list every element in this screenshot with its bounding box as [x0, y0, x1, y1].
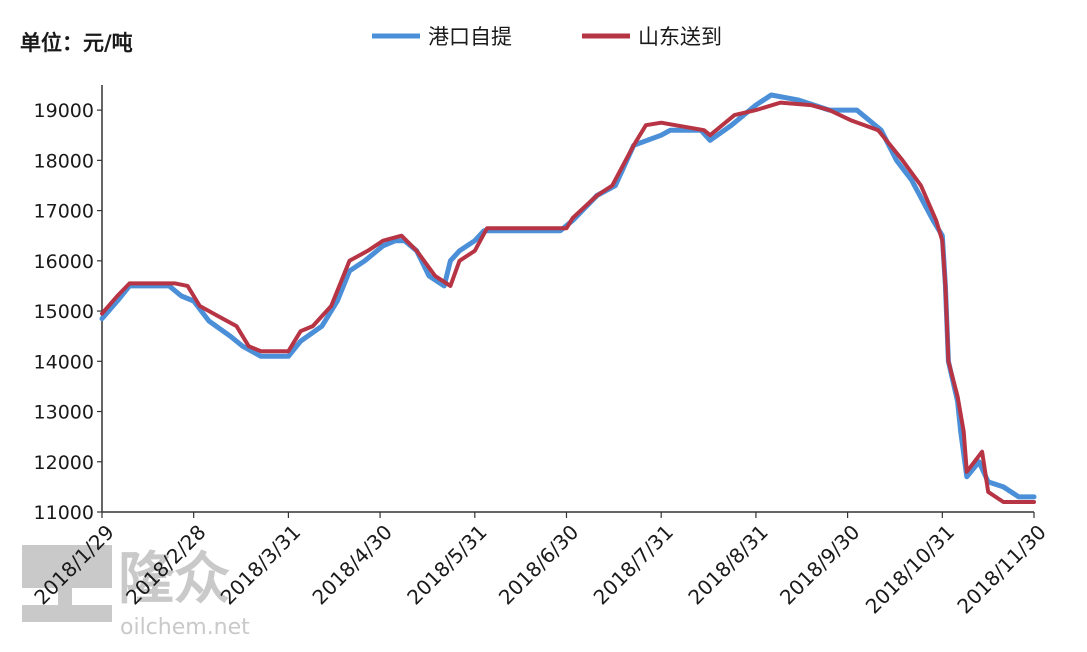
- unit-label: 单位：元/吨: [20, 31, 133, 55]
- y-tick-label: 11000: [34, 502, 94, 524]
- x-tick-label: 2018/6/30: [494, 520, 583, 609]
- legend-label-series-2: 山东送到: [638, 25, 722, 49]
- y-tick-label: 14000: [34, 351, 94, 373]
- y-tick-label: 16000: [34, 251, 94, 273]
- watermark-logo-text: 隆众: [118, 547, 230, 612]
- y-tick-label: 13000: [34, 402, 94, 424]
- y-tick-label: 15000: [34, 301, 94, 323]
- y-axis-ticks: 11000 12000 13000 14000 15000 16000 17000 18000…: [34, 100, 102, 524]
- x-tick-label: 2018/5/31: [402, 520, 491, 609]
- y-tick-label: 12000: [34, 452, 94, 474]
- series-line-2: [100, 100, 1036, 504]
- x-tick-label: 2018/7/31: [589, 520, 678, 609]
- x-tick-label: 2018/11/30: [952, 520, 1050, 618]
- x-tick-label: 2018/10/31: [861, 520, 959, 618]
- watermark-logo-mark: [22, 545, 112, 622]
- y-tick-label: 17000: [34, 201, 94, 223]
- series-line-1: [99, 92, 1037, 500]
- y-tick-label: 19000: [34, 100, 94, 122]
- legend: 港口自提 山东送到: [372, 25, 722, 49]
- watermark: 隆众 oilchem.net: [22, 545, 250, 640]
- x-tick-label: 2018/4/30: [307, 520, 396, 609]
- x-tick-label: 2018/8/31: [683, 520, 772, 609]
- x-tick-label: 2018/9/30: [775, 520, 864, 609]
- watermark-site-text: oilchem.net: [120, 615, 250, 640]
- series-lines: [99, 92, 1037, 504]
- y-tick-label: 18000: [34, 150, 94, 172]
- legend-label-series-1: 港口自提: [428, 25, 512, 49]
